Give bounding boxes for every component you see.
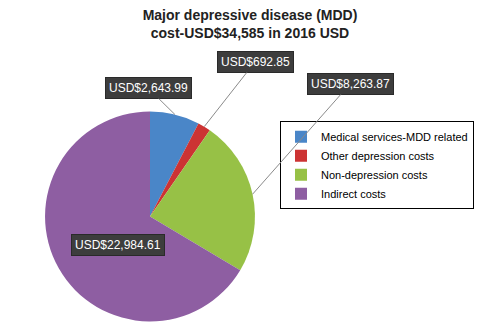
- svg-text:Indirect costs: Indirect costs: [321, 188, 386, 200]
- svg-text:USD$8,263.87: USD$8,263.87: [311, 77, 390, 91]
- svg-text:Medical services-MDD related: Medical services-MDD related: [321, 131, 468, 143]
- svg-text:USD$22,984.61: USD$22,984.61: [75, 238, 161, 252]
- svg-text:Major depressive disease (MDD): Major depressive disease (MDD)cost-USD$3…: [143, 7, 358, 41]
- svg-text:USD$692.85: USD$692.85: [221, 55, 290, 69]
- svg-text:Non-depression costs: Non-depression costs: [321, 169, 428, 181]
- svg-text:Other depression costs: Other depression costs: [321, 150, 435, 162]
- svg-text:USD$2,643.99: USD$2,643.99: [109, 81, 188, 95]
